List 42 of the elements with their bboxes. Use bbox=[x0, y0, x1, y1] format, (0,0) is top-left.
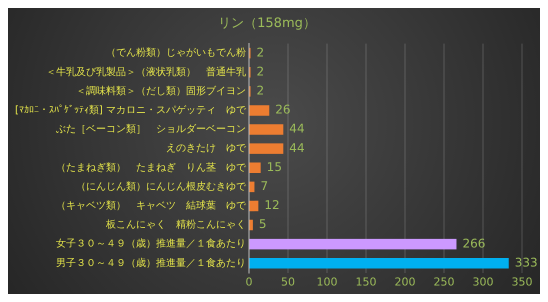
y-tick-label: （キャベツ類） キャベツ 結球葉 ゆで bbox=[56, 200, 247, 212]
bar bbox=[249, 182, 254, 192]
bar bbox=[249, 220, 253, 230]
x-tick-label: 0 bbox=[245, 275, 252, 288]
chart-title: リン（158mg） bbox=[218, 16, 316, 32]
data-label: 5 bbox=[258, 217, 267, 232]
x-tick-label: 50 bbox=[280, 275, 295, 288]
data-label: 2 bbox=[256, 64, 264, 78]
bar bbox=[249, 258, 509, 269]
bar bbox=[249, 162, 261, 174]
x-tick-label: 150 bbox=[355, 275, 376, 288]
y-tick-label: 板こんにゃく 精粉こんにゃく bbox=[104, 218, 246, 231]
bar bbox=[249, 238, 456, 250]
x-tick-label: 300 bbox=[472, 275, 494, 288]
y-tick-label: （にんじん類）にんじん根皮むきゆで bbox=[76, 180, 247, 192]
y-tick-label: （でん粉類）じゃがいもでん粉 bbox=[106, 46, 246, 59]
bar bbox=[249, 143, 284, 154]
data-label: 12 bbox=[264, 198, 280, 212]
x-tick-label: 250 bbox=[433, 275, 454, 288]
data-label: 2 bbox=[256, 45, 264, 60]
y-tick-label: ＜牛乳及び乳製品＞（液状乳類） 普通牛乳 bbox=[46, 66, 246, 78]
x-tick-label: 200 bbox=[394, 275, 416, 288]
y-tick-label: [ﾏｶﾛﾆ・ｽﾊﾟｹﾞｯﾃｨ類] マカロニ・スパゲッティ ゆで bbox=[14, 104, 247, 116]
data-label: 266 bbox=[462, 236, 486, 250]
data-label: 333 bbox=[514, 255, 538, 270]
data-label: 15 bbox=[266, 160, 282, 174]
data-label: 7 bbox=[260, 178, 268, 193]
data-label: 26 bbox=[275, 102, 291, 117]
x-tick-label: 100 bbox=[316, 275, 338, 288]
x-tick-label: 350 bbox=[512, 275, 532, 288]
y-tick-label: 女子３０～４９（歳）推進量／１食あたり bbox=[56, 238, 246, 250]
data-label: 44 bbox=[289, 140, 305, 155]
bar bbox=[249, 124, 284, 135]
y-tick-label: えのきたけ ゆで bbox=[166, 143, 247, 154]
y-tick-label: 男子３０～４９（歳）推進量／１食あたり bbox=[56, 256, 246, 269]
y-tick-label: （たまねぎ類） たまねぎ りん茎 ゆで bbox=[56, 161, 247, 174]
bar bbox=[249, 105, 270, 116]
data-label: 44 bbox=[289, 122, 305, 136]
data-label: 2 bbox=[256, 83, 264, 98]
bar bbox=[249, 200, 258, 212]
y-tick-label: ぶた［ベーコン類］ ショルダーベーコン bbox=[56, 123, 246, 136]
y-tick-label: ＜調味料類＞（だし類）固形ブイヨン bbox=[76, 84, 246, 97]
